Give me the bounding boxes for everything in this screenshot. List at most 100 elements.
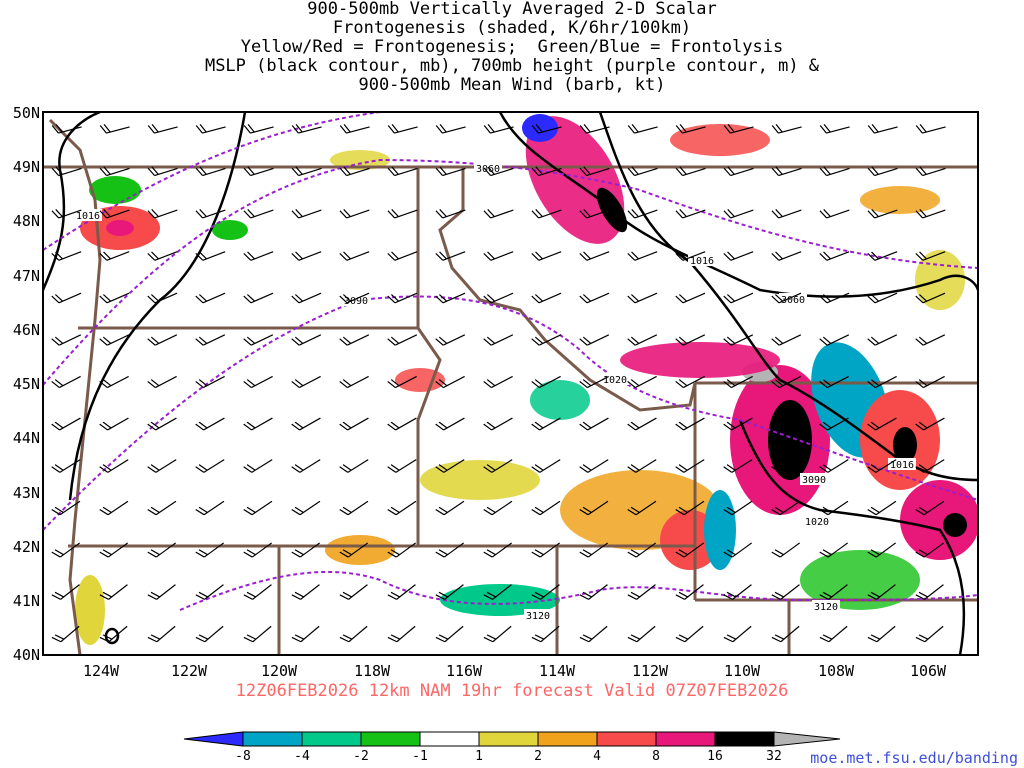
svg-text:3090: 3090 xyxy=(344,296,368,307)
wind-barb xyxy=(915,251,946,261)
wind-barb xyxy=(147,584,176,600)
wind-barb xyxy=(243,584,272,600)
wind-barb xyxy=(99,124,130,134)
wind-barb xyxy=(579,375,609,389)
wind-barb xyxy=(51,292,82,304)
wind-barb xyxy=(675,251,706,261)
title-line-3: Yellow/Red = Frontogenesis; Green/Blue =… xyxy=(240,37,784,57)
mslp-label: 1020 xyxy=(803,515,831,528)
wind-barb xyxy=(99,417,129,431)
wind-barb xyxy=(867,251,898,261)
wind-barb xyxy=(243,375,273,389)
wind-barb xyxy=(723,292,754,304)
wind-barb xyxy=(99,625,128,643)
wind-barb xyxy=(147,209,178,219)
wind-barb xyxy=(579,500,609,516)
wind-barb xyxy=(915,292,946,304)
wind-barb xyxy=(435,500,465,516)
latitude-axis: 50N 49N 48N 47N 46N 45N 44N 43N 42N 41N … xyxy=(13,104,40,664)
wind-barb xyxy=(99,292,130,304)
wind-barb xyxy=(435,459,465,473)
lon-tick-label: 114W xyxy=(539,662,576,680)
svg-text:3090: 3090 xyxy=(802,475,826,486)
colorbar-box xyxy=(714,731,775,747)
wind-barb xyxy=(435,375,465,389)
wind-barb xyxy=(819,209,850,219)
wind-barb xyxy=(99,375,129,389)
wind-barb xyxy=(531,375,561,389)
wind-barb xyxy=(243,251,274,261)
wind-barb xyxy=(819,251,850,261)
lat-tick-label: 40N xyxy=(13,646,40,664)
lat-tick-label: 49N xyxy=(13,158,40,176)
wind-barb xyxy=(51,500,81,516)
wind-barb xyxy=(99,166,130,177)
wind-barb xyxy=(243,124,274,134)
wind-barb xyxy=(819,124,850,134)
colorbar-tick-label: 16 xyxy=(707,749,723,764)
credit-link[interactable]: moe.met.fsu.edu/banding xyxy=(810,749,1018,767)
wind-barb xyxy=(435,542,465,558)
wind-barb xyxy=(579,459,609,473)
wind-barb xyxy=(339,292,370,304)
wind-barb xyxy=(915,334,946,346)
wind-barb xyxy=(819,375,849,389)
map-frame xyxy=(42,111,979,656)
colorbar-box xyxy=(478,731,539,747)
wind-barb xyxy=(291,166,322,177)
colorbar-arrow-left xyxy=(183,731,244,747)
figure-title: 900-500mb Vertically Averaged 2-D Scalar… xyxy=(0,0,1024,95)
wind-barb xyxy=(531,459,561,473)
wind-barb xyxy=(723,124,754,134)
wind-barb xyxy=(627,334,658,346)
lat-tick-label: 43N xyxy=(13,484,40,502)
wind-barb xyxy=(51,209,82,219)
wind-barb xyxy=(435,124,466,134)
wind-barb xyxy=(195,500,225,516)
wind-barb xyxy=(195,584,224,600)
wind-barb xyxy=(531,625,560,643)
contour-labels: 1016 1016 1020 1020 1016 3060 3090 3060 xyxy=(74,162,916,622)
svg-text:1020: 1020 xyxy=(603,375,627,386)
wind-barb xyxy=(147,459,177,473)
wind-barb xyxy=(723,209,754,219)
wind-barb xyxy=(387,417,417,431)
colorbar-tick-label: 8 xyxy=(652,749,660,764)
wind-barb xyxy=(195,459,225,473)
wind-barb xyxy=(483,625,512,643)
wind-barb xyxy=(867,124,898,134)
wind-barb xyxy=(771,209,802,219)
wind-barb xyxy=(723,500,753,516)
mslp-label: 1016 xyxy=(74,209,102,222)
wind-barb xyxy=(243,166,274,177)
wind-barb xyxy=(387,124,418,134)
wind-barb xyxy=(291,334,322,346)
wind-barb xyxy=(771,292,802,304)
wind-barb xyxy=(723,417,753,431)
wind-barb xyxy=(387,251,418,261)
wind-barb xyxy=(483,334,514,346)
wind-barb xyxy=(147,625,176,643)
longitude-axis: 124W 122W 120W 118W 116W 114W 112W 110W … xyxy=(83,662,947,680)
wind-barb xyxy=(51,459,81,473)
lat-tick-label: 50N xyxy=(13,104,40,122)
wind-barb xyxy=(723,166,754,177)
svg-text:1016: 1016 xyxy=(76,211,100,222)
wind-barb xyxy=(339,417,369,431)
wind-barb xyxy=(675,166,706,177)
wind-barb xyxy=(867,542,897,558)
mslp-label: 1016 xyxy=(688,254,716,267)
colorbar-tick-label: -1 xyxy=(412,749,428,764)
wind-barb xyxy=(387,542,417,558)
colorbar xyxy=(183,731,841,747)
wind-barb xyxy=(387,500,417,516)
wind-barb xyxy=(291,124,322,134)
wind-barb xyxy=(723,542,753,558)
title-line-2: Frontogenesis (shaded, K/6hr/100km) xyxy=(332,18,692,38)
wind-barb xyxy=(915,417,945,431)
wind-barb xyxy=(819,500,849,516)
wind-barb xyxy=(99,459,129,473)
wind-barb xyxy=(723,334,754,346)
wind-barb xyxy=(675,209,706,219)
wind-barb xyxy=(867,375,897,389)
